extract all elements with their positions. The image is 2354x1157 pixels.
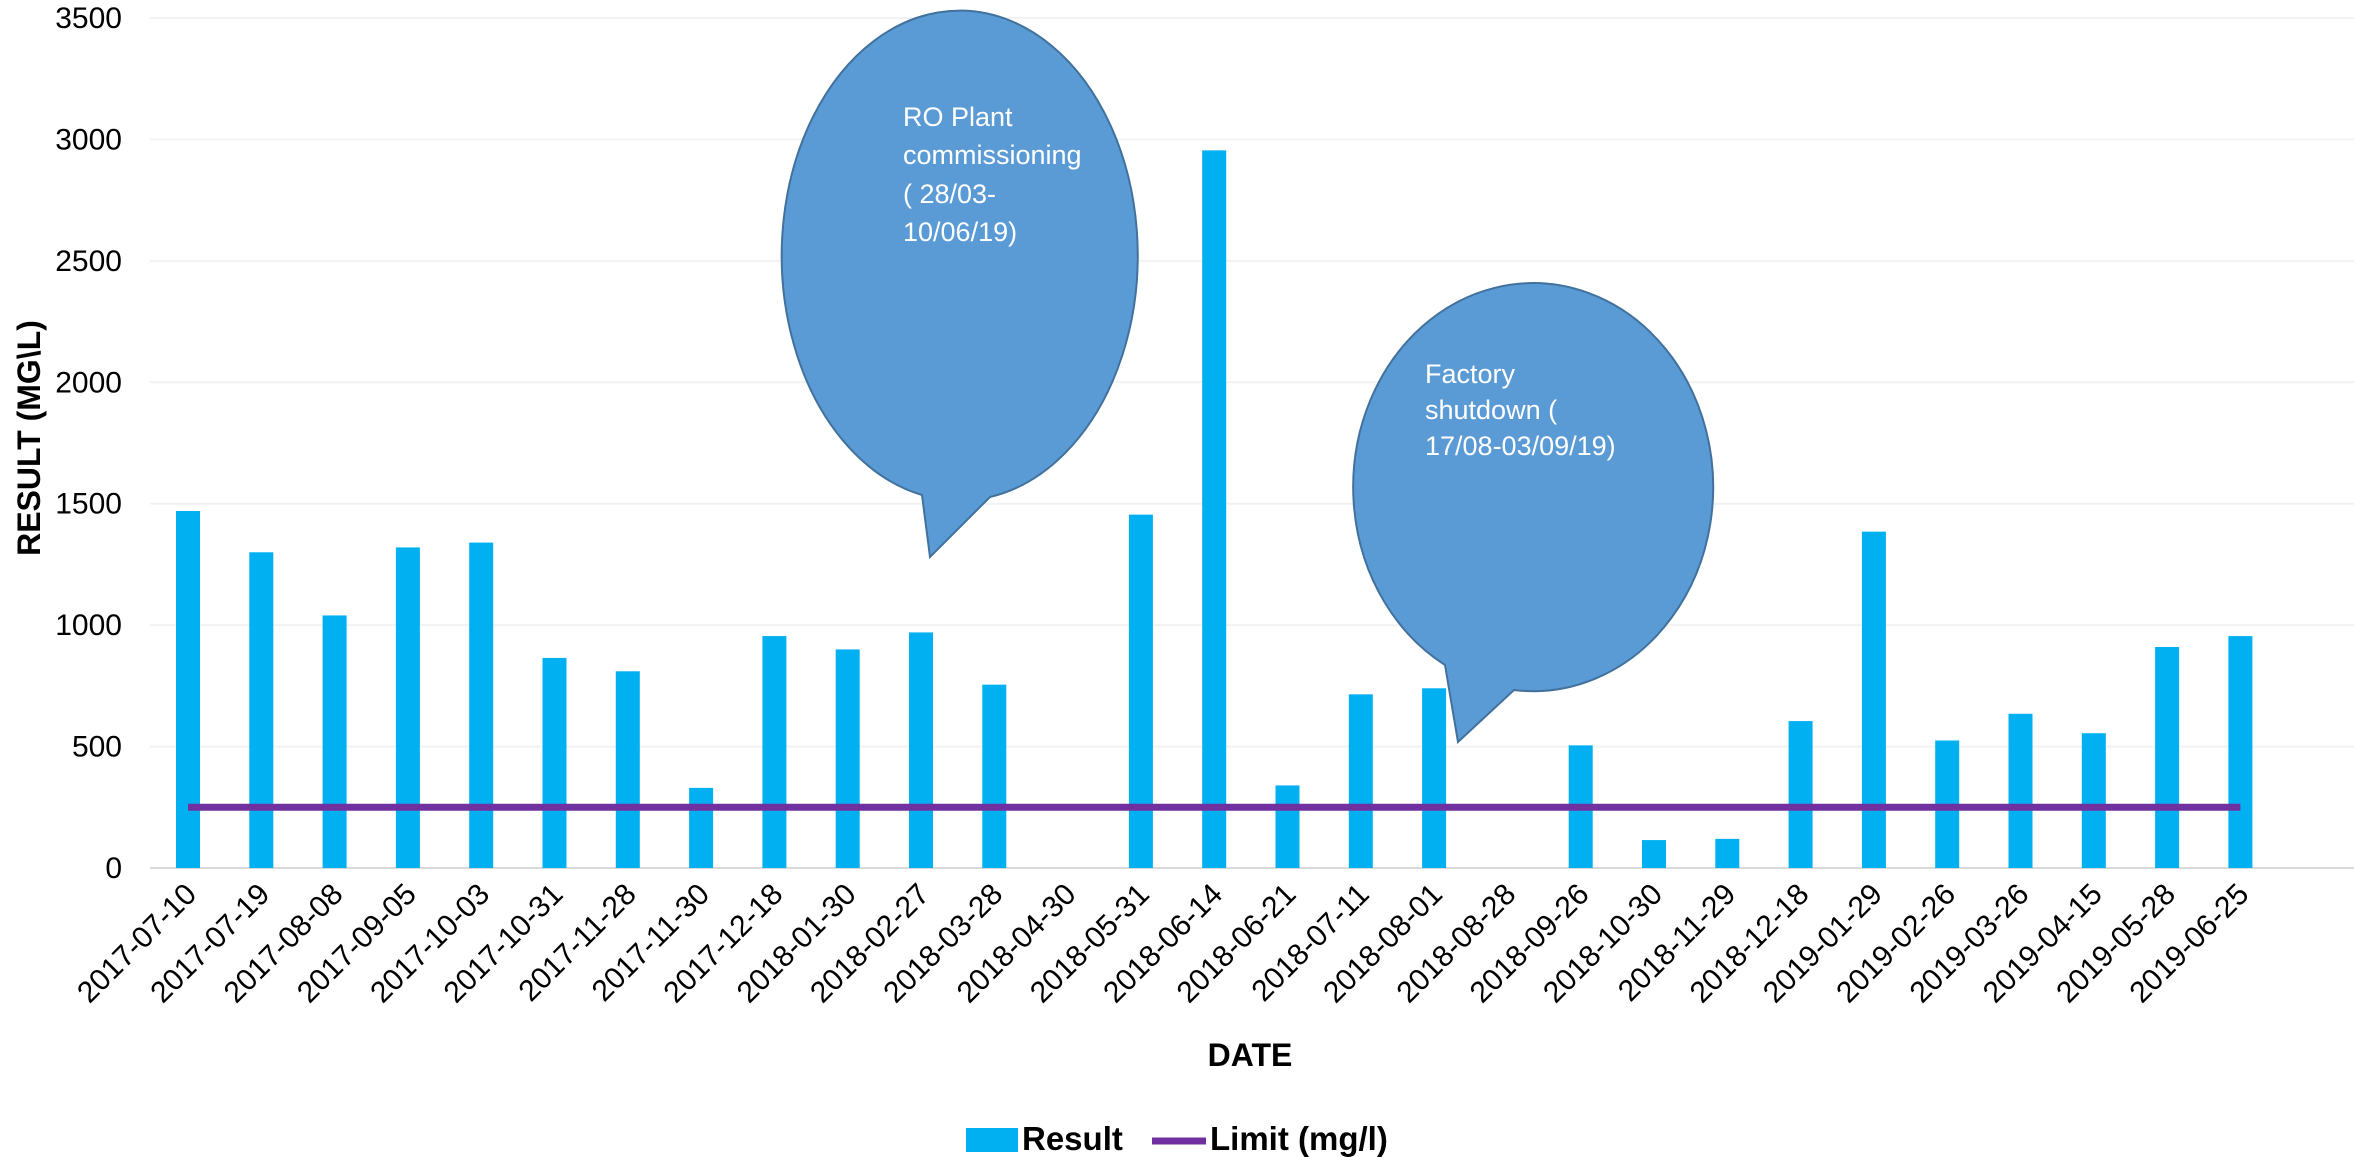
callout-ro-plant-line: 10/06/19) [903,217,1017,247]
legend-swatch-result [966,1128,1018,1152]
callout-factory-line: 17/08-03/09/19) [1425,431,1616,461]
bar-result [1422,688,1447,868]
y-tick-label: 0 [105,852,122,885]
bar-result [395,547,420,868]
bar-result [469,542,494,868]
callout-factory-line: Factory [1425,359,1516,389]
callout-factory-shutdown-text: Factory shutdown ( 17/08-03/09/19) [1425,359,1616,461]
bar-result [2228,636,2253,868]
bars [176,150,2253,868]
bar-result [1861,531,1886,868]
legend: Result Limit (mg/l) [966,1120,1388,1157]
bar-result [542,657,567,868]
x-axis-ticks: 2017-07-102017-07-192017-08-082017-09-05… [71,878,2255,1010]
bar-result [615,671,640,868]
legend-label-limit: Limit (mg/l) [1210,1120,1388,1157]
callout-ro-plant-text: RO Plant commissioning ( 28/03- 10/06/19… [903,102,1089,247]
callout-ro-plant-bubble [780,9,1139,560]
bar-result [689,787,714,868]
bar-result [1788,721,1813,868]
y-axis-ticks: 0 500 1000 1500 2000 2500 3000 3500 [55,2,122,885]
y-tick-label: 2000 [55,366,122,399]
callout-ro-plant-line: commissioning [903,140,1082,170]
x-axis-title: DATE [1208,1037,1293,1073]
bar-result [1715,838,1740,868]
y-tick-label: 2500 [55,245,122,278]
bar-result [909,632,933,868]
bar-result [982,684,1007,868]
bar-result [2081,733,2106,868]
callout-ro-plant-line: RO Plant [903,102,1013,132]
y-tick-label: 500 [72,731,122,764]
callout-ro-plant: RO Plant commissioning ( 28/03- 10/06/19… [780,9,1139,560]
gridlines [150,17,2354,748]
y-tick-label: 3500 [55,2,122,35]
callout-factory-line: shutdown ( [1425,395,1557,425]
bar-result [1128,514,1153,868]
y-tick-label: 1000 [55,609,122,642]
callout-ro-plant-line: ( 28/03- [903,179,996,209]
bar-result [249,552,274,868]
callout-factory-shutdown-bubble [1352,282,1715,744]
bar-result [1348,694,1373,868]
bar-result [762,636,787,868]
y-axis-title: RESULT (MG\L) [11,320,47,556]
bar-result [1202,150,1227,868]
legend-label-result: Result [1022,1120,1123,1157]
y-tick-label: 3000 [55,123,122,156]
callout-factory-shutdown: Factory shutdown ( 17/08-03/09/19) [1352,282,1715,744]
bar-result [835,649,860,868]
bar-result [2155,647,2180,868]
bar-result [1275,785,1300,868]
bar-result [2008,713,2033,868]
bar-result [1642,840,1666,868]
y-tick-label: 1500 [55,488,122,521]
bar-result [322,615,347,868]
bar-result [176,511,200,868]
